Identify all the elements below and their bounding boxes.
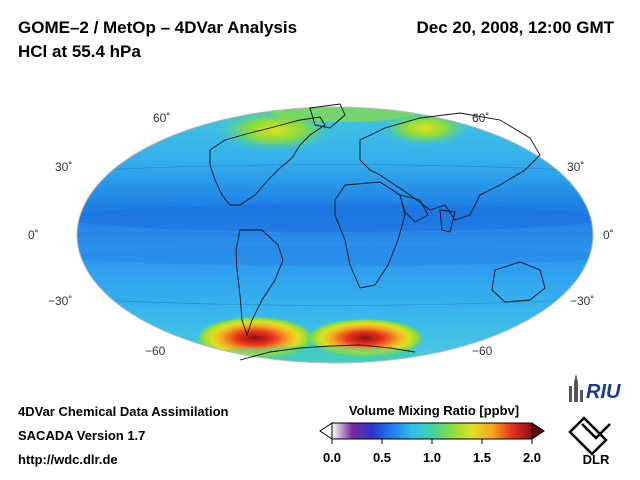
graticule xyxy=(77,164,593,306)
dlr-logo-text: DLR xyxy=(583,452,610,466)
lat-label-right-minus30: −30˚ xyxy=(570,294,594,308)
lat-label-left-0: 0˚ xyxy=(28,228,39,242)
map-border xyxy=(76,106,594,364)
title-line-1: GOME–2 / MetOp – 4DVar Analysis xyxy=(18,18,298,37)
dlr-logo: DLR xyxy=(568,416,611,466)
lat-label-left-30: 30˚ xyxy=(55,160,72,174)
colorbar-high-arrow xyxy=(531,422,545,440)
colorbar-tick-label: 1.0 xyxy=(423,450,441,465)
lat-label-right-30: 30˚ xyxy=(567,160,584,174)
footer-line-2: SACADA Version 1.7 xyxy=(18,428,146,443)
lat-label-right-60: 60˚ xyxy=(472,111,489,125)
field-layer xyxy=(77,107,593,363)
colorbar: 0.0 0.5 1.0 1.5 2.0 xyxy=(319,422,545,465)
colorbar-tick-label: 0.0 xyxy=(323,450,341,465)
lat-label-left-minus60: −60 xyxy=(145,344,166,358)
footer-url[interactable]: http://wdc.dlr.de xyxy=(18,452,118,467)
colorbar-tick-label: 0.5 xyxy=(373,450,391,465)
latitude-labels: 60˚ 30˚ 0˚ −30˚ −60 60˚ 30˚ 0˚ −30˚ −60 xyxy=(28,111,614,358)
lat-label-left-minus30: −30˚ xyxy=(48,294,72,308)
footer-line-1: 4DVar Chemical Data Assimilation xyxy=(18,404,229,419)
lat-label-right-0: 0˚ xyxy=(603,228,614,242)
lat-label-left-60: 60˚ xyxy=(153,111,170,125)
colorbar-tick-label: 1.5 xyxy=(473,450,491,465)
riu-logo-text: RIU xyxy=(586,381,621,403)
colorbar-title: Volume Mixing Ratio [ppbv] xyxy=(348,403,520,418)
riu-logo: RIU xyxy=(569,374,621,403)
analysis-datetime: Dec 20, 2008, 12:00 GMT xyxy=(416,18,614,37)
global-map: 60˚ 30˚ 0˚ −30˚ −60 60˚ 30˚ 0˚ −30˚ −60 xyxy=(28,103,614,364)
coastlines xyxy=(209,103,546,361)
colorbar-ramp xyxy=(331,422,533,440)
title-line-2: HCl at 55.4 hPa xyxy=(18,42,141,61)
colorbar-tick-label: 2.0 xyxy=(523,450,541,465)
colorbar-low-arrow xyxy=(319,422,333,440)
lat-label-right-minus60: −60 xyxy=(472,344,493,358)
